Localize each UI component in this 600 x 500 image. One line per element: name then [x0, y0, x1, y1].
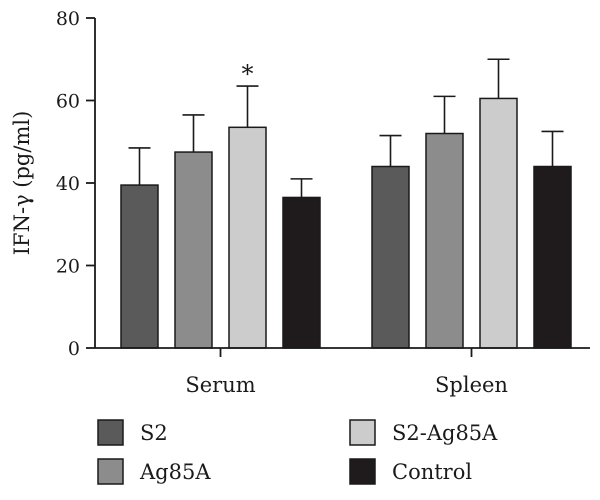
y-tick-label-40: 40: [56, 173, 80, 195]
significance-annotation: *: [242, 60, 254, 88]
bar-spleen-s2: [371, 165, 410, 349]
bar-spleen-s2-ag85a: [479, 97, 518, 349]
error-bars-layer: [128, 58, 564, 198]
bar-spleen-ag85a: [425, 132, 464, 349]
y-tick-label-0: 0: [68, 338, 80, 360]
bars-layer: [120, 97, 572, 349]
legend-swatch-ag85a: [97, 458, 124, 485]
bar-serum-control: [282, 196, 321, 349]
y-axis-title: IFN-γ (pg/ml): [10, 111, 34, 256]
bar-spleen-control: [533, 165, 572, 349]
bar-serum-s2: [120, 184, 159, 349]
bar-serum-ag85a: [174, 151, 213, 349]
legend: S2 Ag85A S2-Ag85A Control: [97, 419, 498, 485]
x-tick-label-spleen: Spleen: [435, 373, 508, 397]
y-tick-label-60: 60: [56, 91, 80, 113]
legend-label-s2: S2: [140, 421, 168, 445]
y-tick-label-80: 80: [56, 8, 80, 30]
legend-swatch-control: [349, 458, 376, 485]
legend-swatch-s2: [97, 419, 124, 446]
x-tick-label-serum: Serum: [185, 373, 255, 397]
legend-label-ag85a: Ag85A: [139, 460, 211, 484]
legend-swatch-s2-ag85a: [349, 419, 376, 446]
legend-label-control: Control: [392, 460, 472, 484]
bar-serum-s2-ag85a: [228, 126, 267, 349]
legend-label-s2-ag85a: S2-Ag85A: [392, 421, 498, 445]
y-tick-label-20: 20: [56, 256, 80, 278]
axes-layer: [86, 17, 590, 357]
labels-layer: * 0 20 40 60 80 Serum Spleen IFN-γ (pg/ml): [10, 8, 508, 397]
